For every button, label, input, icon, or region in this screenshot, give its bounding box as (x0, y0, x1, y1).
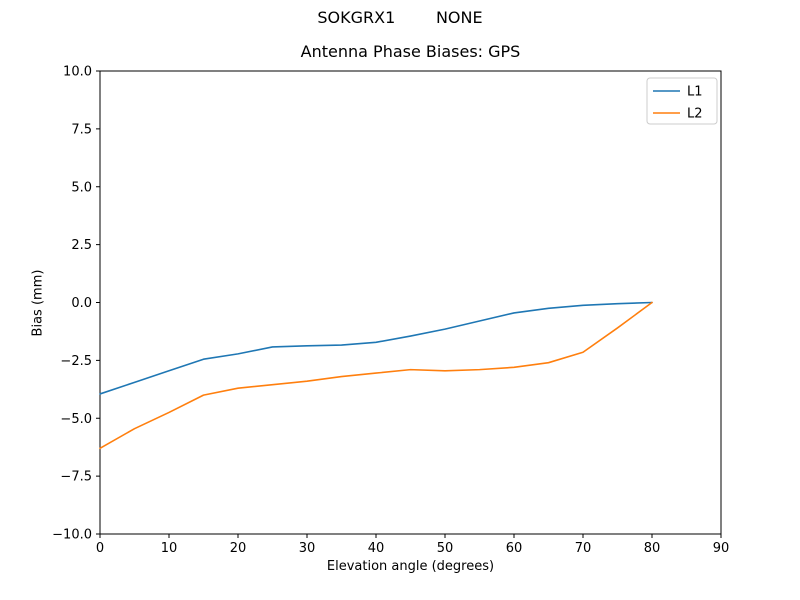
x-tick-label: 10 (161, 541, 178, 556)
x-tick-label: 20 (230, 541, 247, 556)
x-tick-label: 50 (437, 541, 454, 556)
x-tick-label: 90 (713, 541, 730, 556)
series-line-l2 (99, 301, 653, 450)
x-tick-label: 30 (299, 541, 316, 556)
y-tick-label: 10.0 (63, 65, 92, 80)
series-line-l1 (99, 301, 653, 395)
x-tick-label: 0 (96, 541, 104, 556)
axes-title: Antenna Phase Biases: GPS (300, 42, 521, 61)
x-tick-label: 70 (575, 541, 592, 556)
x-tick-label: 60 (506, 541, 523, 556)
y-tick-label: 7.5 (71, 122, 92, 137)
y-tick-label: −5.0 (60, 412, 92, 427)
legend-label-l2: L2 (687, 107, 703, 122)
x-tick-label: 40 (368, 541, 385, 556)
y-tick-label: 0.0 (71, 296, 92, 311)
y-tick-label: 5.0 (71, 180, 92, 195)
legend-label-l1: L1 (687, 85, 703, 100)
y-tick-label: −10.0 (52, 528, 92, 543)
y-tick-label: −7.5 (60, 470, 92, 485)
plot-frame (99, 70, 722, 535)
y-tick-label: −2.5 (60, 354, 92, 369)
x-tick-label: 80 (644, 541, 661, 556)
figure-suptitle: SOKGRX1 NONE (317, 8, 483, 27)
x-axis-label: Elevation angle (degrees) (326, 559, 495, 574)
y-tick-label: 2.5 (71, 238, 92, 253)
legend-box (646, 77, 718, 125)
